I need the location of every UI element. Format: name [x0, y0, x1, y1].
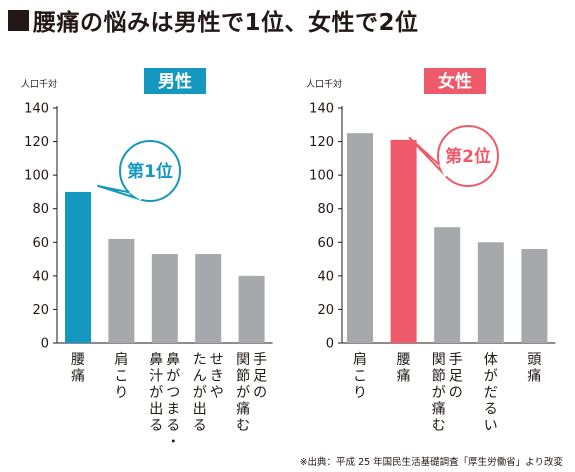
bar	[434, 227, 461, 343]
x-tick-label: 体	[484, 352, 498, 368]
x-tick-label: が	[149, 385, 163, 401]
x-tick-label: せ	[210, 352, 224, 368]
annotation-text: 第1位	[127, 161, 173, 182]
x-tick-label: り	[114, 385, 128, 401]
y-tick-label: 100	[24, 169, 49, 184]
x-tick-label: 手	[253, 352, 267, 368]
y-tick-label: 140	[309, 102, 334, 117]
x-tick-label: 節	[432, 368, 446, 385]
x-tick-label: が	[193, 385, 207, 401]
x-tick-label: だ	[484, 385, 498, 401]
x-tick-label: 関	[432, 352, 446, 368]
annotation-bubble	[437, 125, 499, 187]
y-tick-label: 120	[309, 135, 334, 150]
x-tick-label: 痛	[236, 401, 250, 418]
bar	[390, 139, 417, 343]
bar	[151, 254, 178, 343]
x-tick-label: ま	[166, 402, 180, 418]
annotation-seam	[439, 163, 448, 177]
y-tick-label: 40	[317, 269, 334, 284]
y-tick-label: 0	[326, 337, 334, 352]
chart-panel-0: 男性人口千対020406080100120140腰痛肩こり鼻がつまる・鼻汁が出る…	[21, 68, 273, 451]
bar	[195, 254, 222, 343]
x-tick-label: む	[432, 418, 446, 434]
y-tick-label: 120	[24, 135, 49, 150]
x-tick-label: ・	[166, 435, 180, 451]
bar	[108, 238, 135, 343]
x-tick-label: 鼻	[166, 351, 180, 368]
x-tick-label: の	[253, 385, 267, 401]
y-tick-label: 40	[32, 269, 49, 284]
y-tick-label: 140	[24, 102, 49, 117]
x-tick-label: が	[484, 369, 498, 385]
x-tick-label: 出	[149, 402, 163, 418]
x-tick-label: い	[484, 418, 498, 434]
bar	[238, 275, 265, 343]
y-axis-label: 人口千対	[306, 78, 342, 90]
x-tick-label: 腰	[397, 352, 411, 368]
chart-panel-1: 女性人口千対020406080100120140肩こり腰痛手足の関節が痛む体がだ…	[306, 68, 556, 434]
x-tick-label: や	[210, 385, 224, 401]
x-tick-label: ん	[193, 369, 207, 385]
x-tick-label: 節	[236, 368, 250, 385]
x-tick-label: 出	[193, 402, 207, 418]
heading-text: 腰痛の悩みは男性で1位、女性で2位	[33, 10, 419, 36]
x-tick-label: き	[210, 369, 224, 385]
y-tick-label: 60	[317, 236, 334, 251]
x-tick-label: が	[236, 385, 250, 401]
heading-square-icon	[8, 9, 29, 31]
x-tick-label: 汁	[149, 369, 163, 385]
x-tick-label: 痛	[71, 368, 85, 385]
x-tick-label: る	[193, 418, 207, 434]
annotation-text: 第2位	[445, 146, 491, 167]
x-tick-label: る	[166, 418, 180, 434]
x-tick-label: 関	[236, 352, 250, 368]
bar	[477, 242, 504, 343]
x-tick-label: た	[193, 352, 207, 368]
y-tick-label: 0	[41, 337, 49, 352]
y-tick-label: 80	[32, 202, 49, 217]
y-tick-label: 20	[32, 303, 49, 318]
x-tick-label: 足	[253, 369, 267, 385]
x-tick-label: 手	[449, 352, 463, 368]
x-tick-label: り	[353, 385, 367, 401]
x-tick-label: む	[236, 418, 250, 434]
source-note: ※出典：平成 25 年国民生活基礎調査「厚生労働省」より改変	[299, 457, 563, 468]
x-tick-label: 肩	[353, 352, 367, 368]
x-tick-label: 足	[449, 369, 463, 385]
x-tick-label: つ	[166, 385, 180, 401]
x-tick-label: が	[432, 385, 446, 401]
annotation-bubble	[119, 140, 181, 202]
title-badge	[424, 68, 486, 94]
x-tick-label: 頭	[527, 352, 541, 368]
x-tick-label: る	[484, 402, 498, 418]
bar	[347, 133, 373, 343]
x-tick-label: 痛	[397, 368, 411, 385]
annotation-seam	[129, 190, 143, 201]
x-tick-label: こ	[114, 369, 128, 385]
chart-title: 女性	[438, 71, 472, 92]
x-tick-label: 痛	[527, 368, 541, 385]
chart-title: 男性	[158, 71, 192, 92]
x-tick-label: 腰	[71, 352, 85, 368]
bar	[65, 191, 91, 343]
y-tick-label: 80	[317, 202, 334, 217]
x-tick-label: が	[166, 369, 180, 385]
x-tick-label: の	[449, 385, 463, 401]
title-badge	[144, 68, 206, 94]
y-tick-label: 60	[32, 236, 49, 251]
y-tick-label: 100	[309, 169, 334, 184]
x-tick-label: 痛	[432, 401, 446, 418]
page-heading: 腰痛の悩みは男性で1位、女性で2位	[8, 2, 419, 38]
x-tick-label: る	[149, 418, 163, 434]
y-tick-label: 20	[317, 303, 334, 318]
y-axis-label: 人口千対	[21, 78, 57, 90]
x-tick-label: 肩	[114, 352, 128, 368]
bar	[521, 249, 548, 343]
x-tick-label: 鼻	[149, 351, 163, 368]
x-tick-label: こ	[353, 369, 367, 385]
